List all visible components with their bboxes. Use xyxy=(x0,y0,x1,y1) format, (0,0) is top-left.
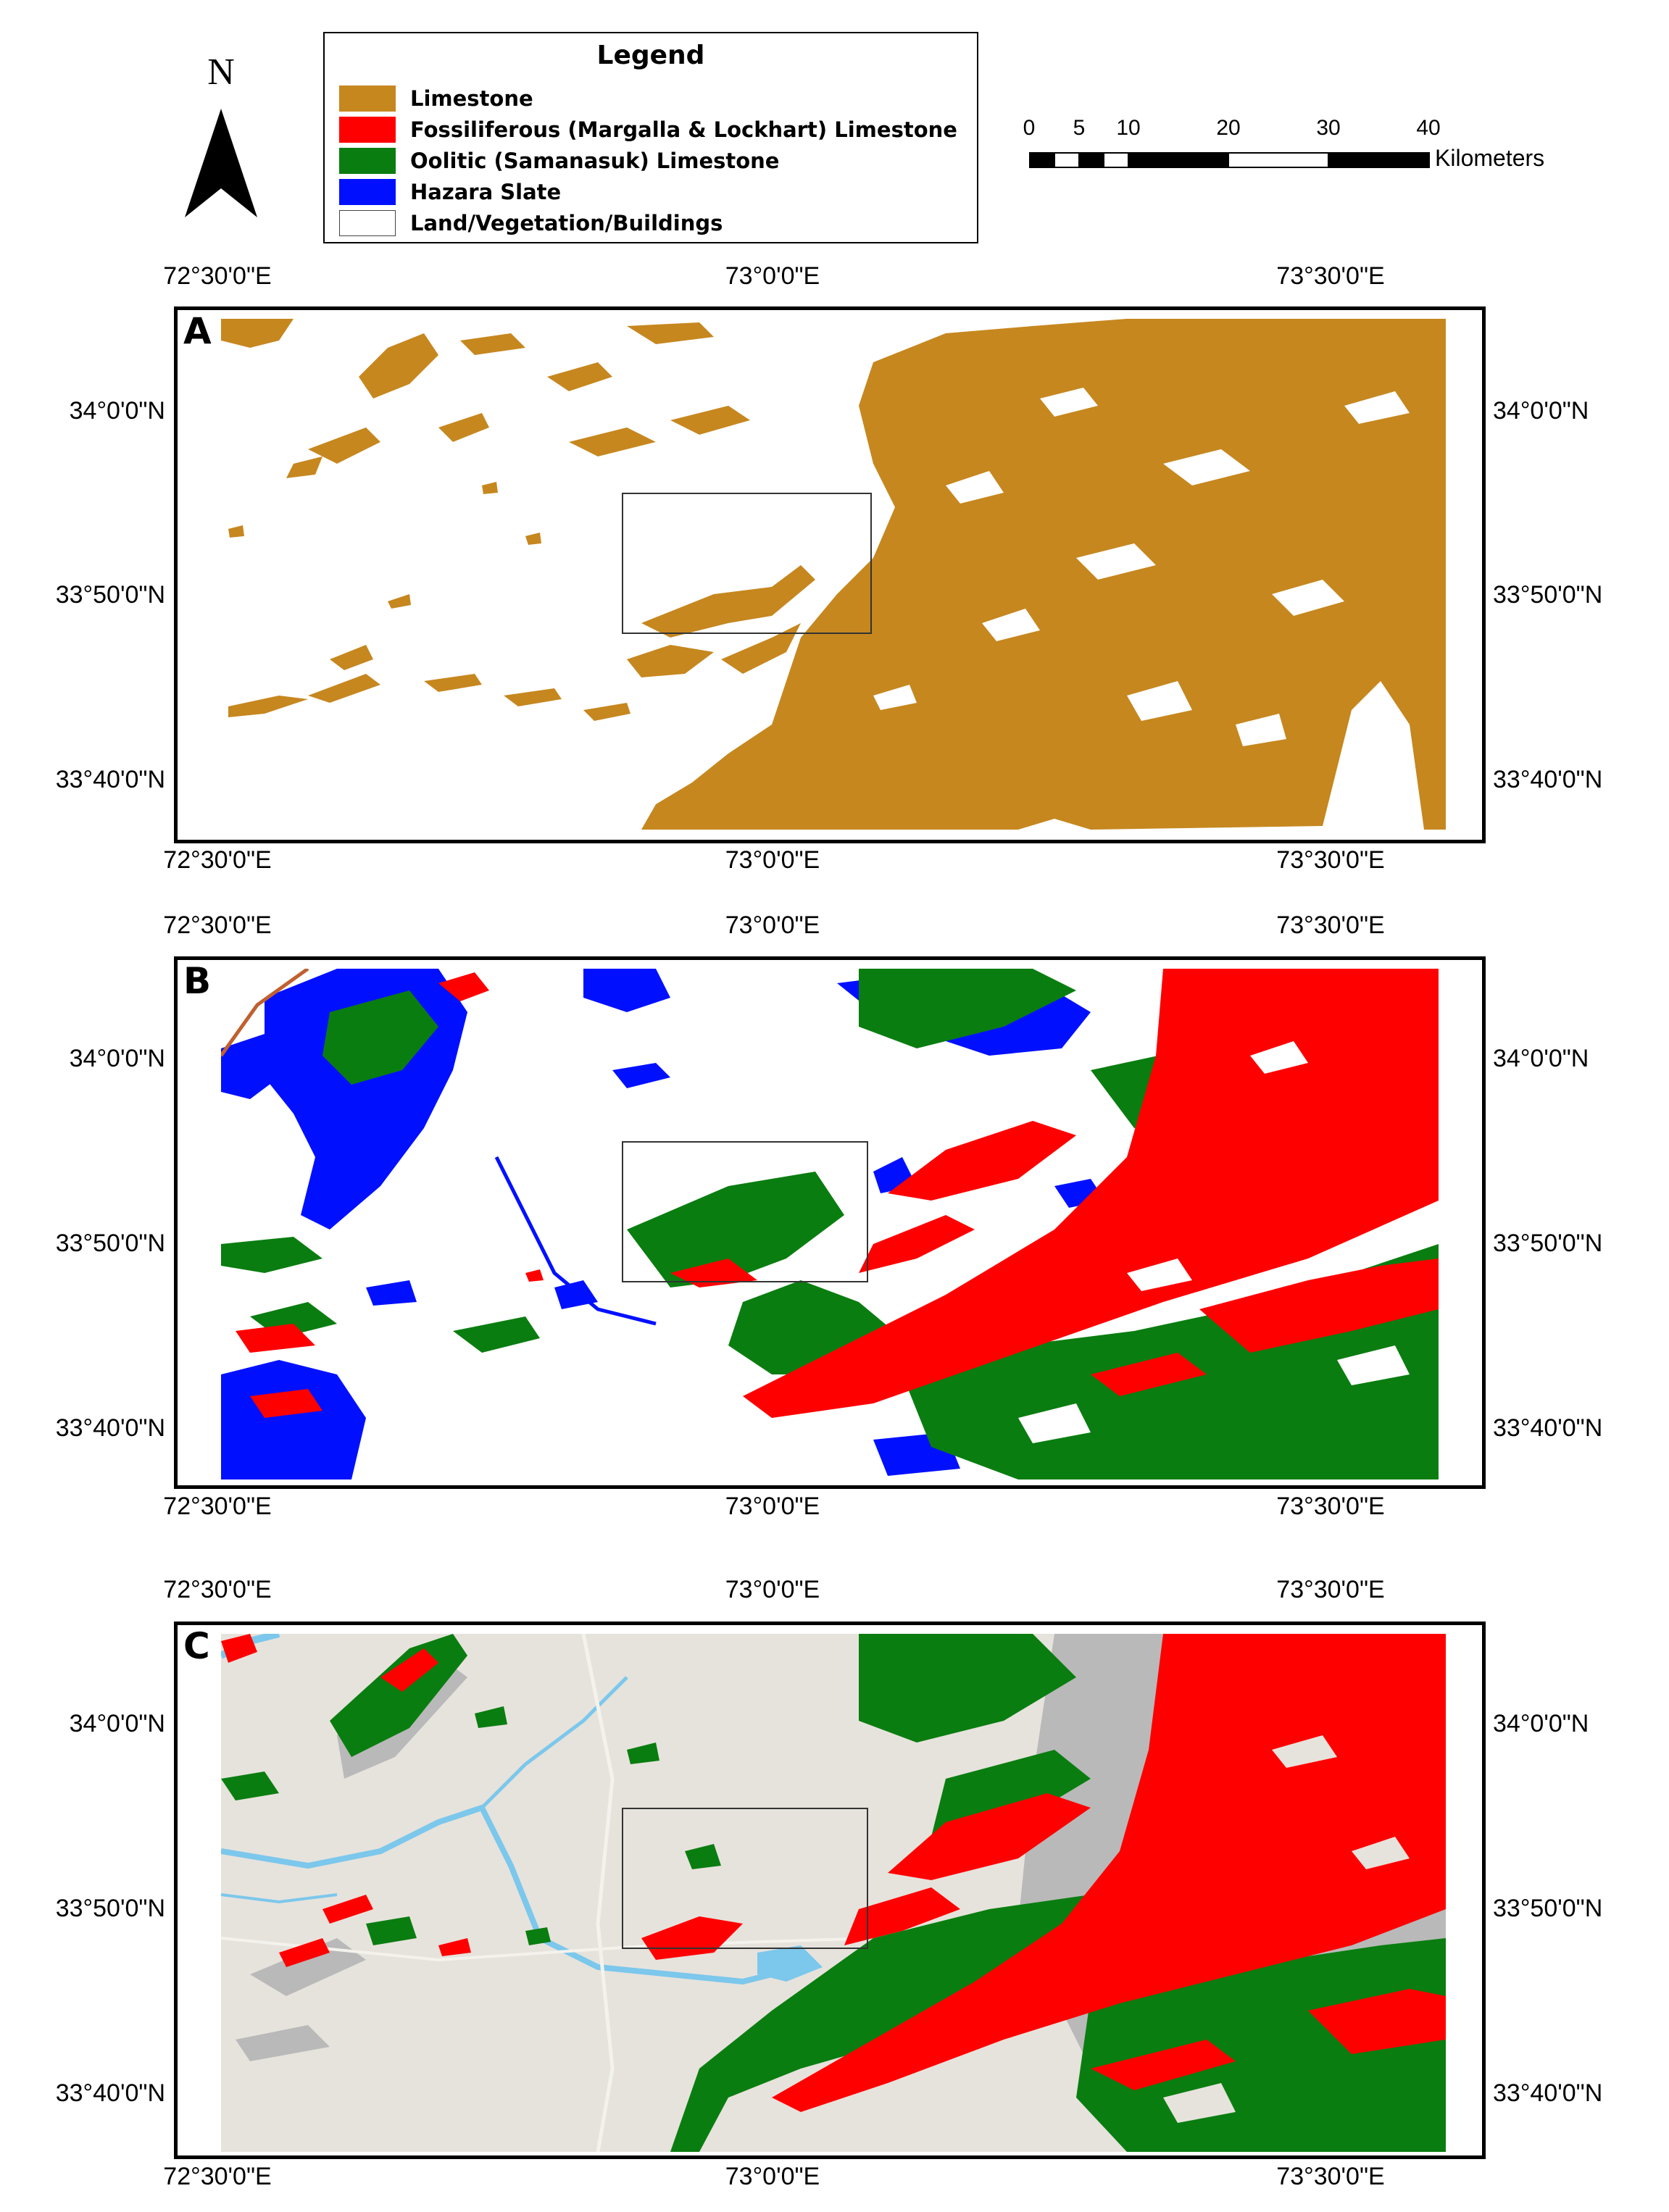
lon-label-bottom: 72°30'0"E xyxy=(163,846,272,874)
lat-label-left: 34°0'0"N xyxy=(69,1045,165,1072)
study-area-box xyxy=(622,493,872,634)
legend-label: Hazara Slate xyxy=(410,180,562,204)
lon-label-top: 73°0'0"E xyxy=(725,262,820,290)
lon-label-top: 73°30'0"E xyxy=(1276,1576,1385,1603)
panel-letter: B xyxy=(183,960,212,1002)
lon-label-top: 73°30'0"E xyxy=(1276,911,1385,939)
lat-label-right: 34°0'0"N xyxy=(1493,1045,1589,1072)
lat-label-left: 33°50'0"N xyxy=(55,1230,165,1257)
lat-label-left: 33°40'0"N xyxy=(55,766,165,793)
lat-label-left: 33°40'0"N xyxy=(55,1414,165,1442)
lat-label-right: 33°50'0"N xyxy=(1493,581,1603,609)
lat-label-left: 33°50'0"N xyxy=(55,581,165,609)
scale-unit: Kilometers xyxy=(1435,145,1545,171)
study-area-box xyxy=(622,1141,868,1282)
lon-label-top: 72°30'0"E xyxy=(163,262,272,290)
legend-title: Legend xyxy=(596,41,705,70)
legend-swatch xyxy=(339,117,396,143)
lat-label-right: 33°40'0"N xyxy=(1493,2079,1603,2107)
legend-label: Limestone xyxy=(410,86,533,111)
map-legend: Legend Limestone Fossiliferous (Margalla… xyxy=(323,32,978,243)
lon-label-bottom: 73°0'0"E xyxy=(725,2163,820,2190)
lat-label-left: 34°0'0"N xyxy=(69,1710,165,1737)
panel-letter: C xyxy=(183,1625,210,1667)
lat-label-right: 34°0'0"N xyxy=(1493,1710,1589,1737)
scale-tick: 5 xyxy=(1073,116,1086,140)
north-letter: N xyxy=(207,51,235,93)
scale-tick: 30 xyxy=(1316,116,1341,140)
map-panel-b: B xyxy=(174,956,1486,1489)
legend-label: Fossiliferous (Margalla & Lockhart) Lime… xyxy=(410,117,957,142)
lon-label-bottom: 73°30'0"E xyxy=(1276,2163,1385,2190)
legend-swatch xyxy=(339,179,396,205)
scale-segment xyxy=(1128,152,1229,168)
lon-label-bottom: 73°0'0"E xyxy=(725,1493,820,1520)
scale-tick: 40 xyxy=(1416,116,1441,140)
lon-label-bottom: 72°30'0"E xyxy=(163,2163,272,2190)
overlay-basemap-c xyxy=(221,1634,1446,2152)
map-panel-c: C xyxy=(174,1622,1486,2159)
lon-label-bottom: 73°0'0"E xyxy=(725,846,820,874)
scale-bar: 0 5 10 20 30 40 Kilometers xyxy=(1023,116,1663,181)
legend-swatch xyxy=(339,85,396,112)
lon-label-top: 73°0'0"E xyxy=(725,911,820,939)
legend-item-fossiliferous: Fossiliferous (Margalla & Lockhart) Lime… xyxy=(339,114,957,146)
lat-label-right: 33°50'0"N xyxy=(1493,1230,1603,1257)
scale-segment xyxy=(1328,152,1430,168)
lon-label-top: 72°30'0"E xyxy=(163,1576,272,1603)
lat-label-right: 33°50'0"N xyxy=(1493,1895,1603,1922)
legend-label: Land/Vegetation/Buildings xyxy=(410,211,723,235)
scale-tick: 0 xyxy=(1023,116,1036,140)
north-arrow: N xyxy=(181,51,261,225)
lat-label-left: 34°0'0"N xyxy=(69,397,165,425)
scale-tick: 10 xyxy=(1116,116,1141,140)
lat-label-right: 34°0'0"N xyxy=(1493,397,1589,425)
lat-label-left: 33°50'0"N xyxy=(55,1895,165,1922)
legend-label: Oolitic (Samanasuk) Limestone xyxy=(410,149,780,173)
scale-segment xyxy=(1228,152,1329,168)
limestone-map-a xyxy=(221,319,1446,833)
legend-item-land: Land/Vegetation/Buildings xyxy=(339,207,723,239)
lon-label-top: 73°30'0"E xyxy=(1276,262,1385,290)
lat-label-right: 33°40'0"N xyxy=(1493,1414,1603,1442)
scale-segment xyxy=(1054,152,1080,168)
lon-label-top: 72°30'0"E xyxy=(163,911,272,939)
legend-swatch xyxy=(339,210,396,236)
panel-letter: A xyxy=(183,310,212,352)
lon-label-bottom: 73°30'0"E xyxy=(1276,846,1385,874)
lon-label-top: 73°0'0"E xyxy=(725,1576,820,1603)
scale-tick: 20 xyxy=(1216,116,1241,140)
lon-label-bottom: 72°30'0"E xyxy=(163,1493,272,1520)
legend-item-hazara-slate: Hazara Slate xyxy=(339,176,561,208)
legend-item-limestone: Limestone xyxy=(339,83,533,114)
classification-map-b xyxy=(221,969,1439,1479)
lon-label-bottom: 73°30'0"E xyxy=(1276,1493,1385,1520)
north-arrow-icon xyxy=(185,109,257,217)
lat-label-left: 33°40'0"N xyxy=(55,2079,165,2107)
map-panel-a: A xyxy=(174,306,1486,843)
legend-item-oolitic: Oolitic (Samanasuk) Limestone xyxy=(339,145,779,177)
scale-segment xyxy=(1029,152,1055,168)
legend-swatch xyxy=(339,148,396,174)
scale-segment xyxy=(1103,152,1129,168)
scale-segment xyxy=(1078,152,1104,168)
lat-label-right: 33°40'0"N xyxy=(1493,766,1603,793)
study-area-box xyxy=(622,1808,868,1949)
